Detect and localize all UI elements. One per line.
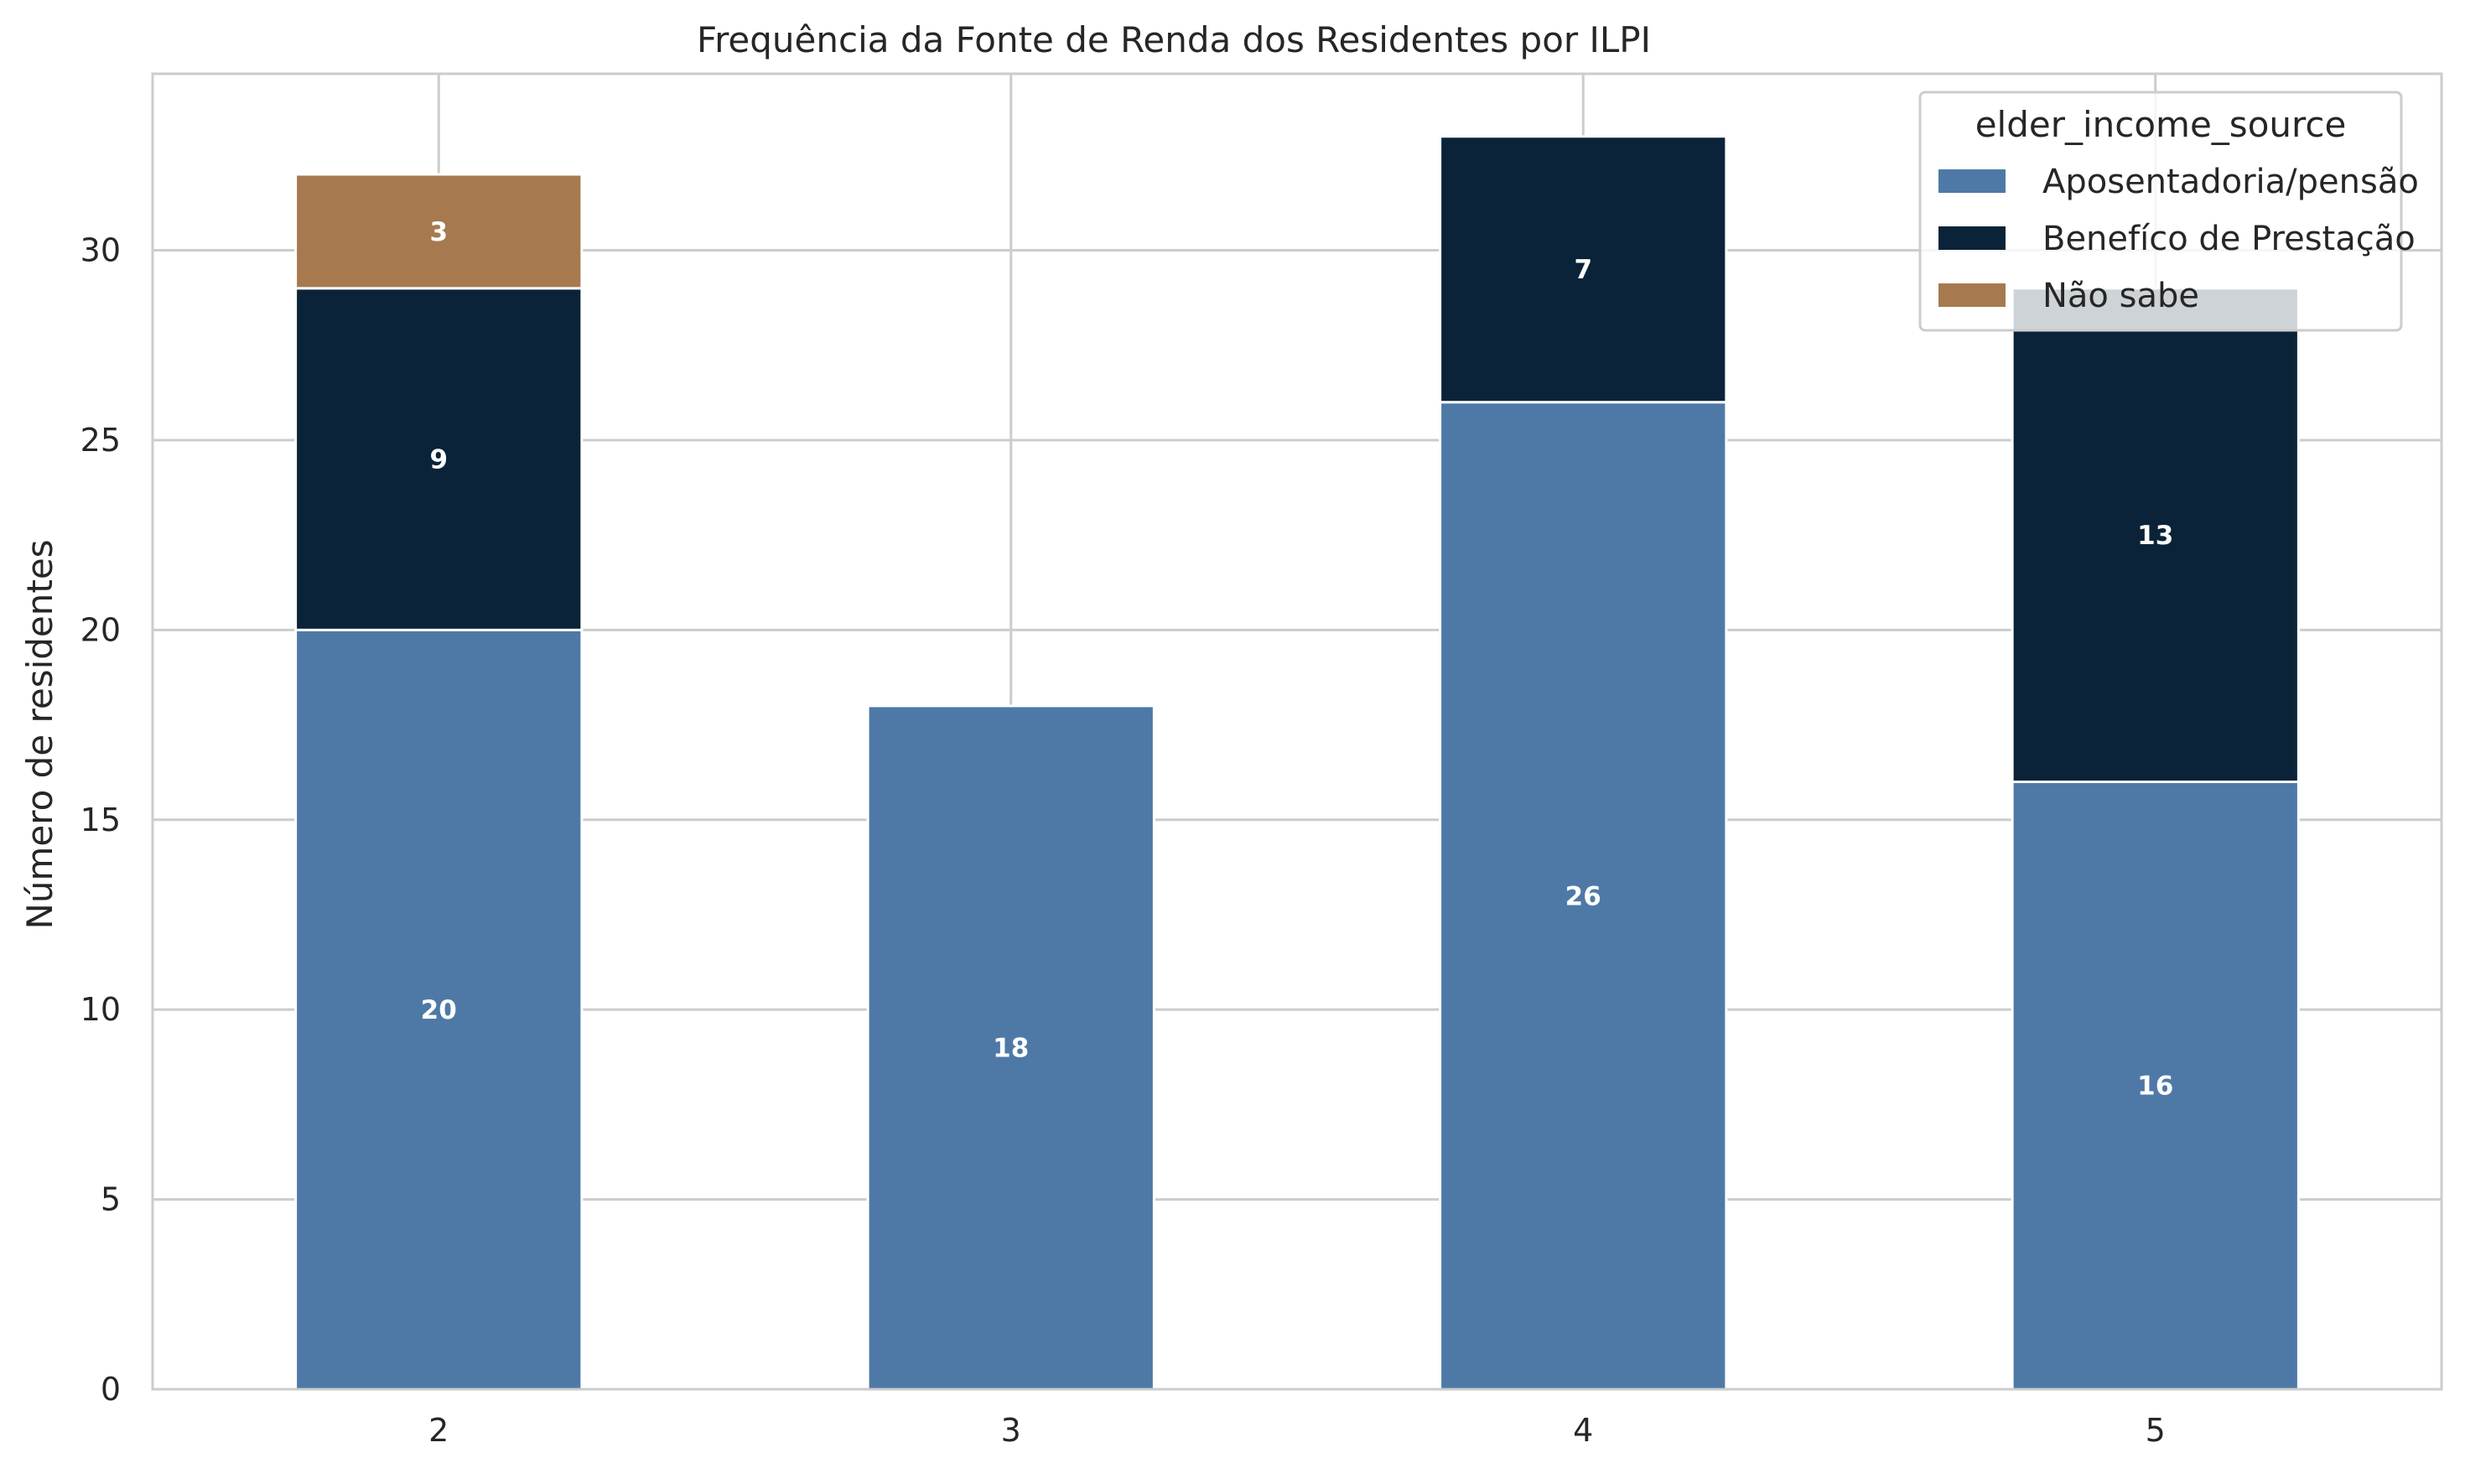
bar-segment bbox=[866, 704, 1155, 1391]
bars bbox=[294, 135, 2300, 1391]
legend-swatch bbox=[1938, 283, 2006, 307]
bar-segment bbox=[294, 287, 584, 631]
legend-entry-label: Não sabe bbox=[2042, 277, 2199, 315]
chart-title: Frequência da Fonte de Renda dos Residen… bbox=[697, 19, 1651, 60]
legend: elder_income_source Aposentadoria/pensão B… bbox=[1918, 91, 2419, 332]
plot-frame bbox=[151, 72, 2443, 1391]
y-axis-label: Número de residentes bbox=[19, 539, 60, 929]
y-tick-label: 20 bbox=[80, 611, 121, 648]
bar-value-label: 13 bbox=[2137, 521, 2173, 551]
legend-title: elder_income_source bbox=[1975, 104, 2347, 145]
bar-value-label: 26 bbox=[1565, 881, 1601, 911]
bar-segment bbox=[1439, 401, 1728, 1391]
y-tick-label: 0 bbox=[101, 1371, 121, 1408]
y-tick-label: 10 bbox=[80, 991, 121, 1028]
bar-value-label: 18 bbox=[993, 1033, 1029, 1063]
bar-segment bbox=[1439, 135, 1728, 404]
bar-segment bbox=[294, 173, 584, 290]
x-tick-label: 4 bbox=[1573, 1412, 1593, 1449]
bar-value-label: 16 bbox=[2137, 1071, 2173, 1102]
bar-segment bbox=[2011, 287, 2300, 783]
legend-swatch bbox=[1938, 169, 2006, 193]
bar-value-labels: 20 9 3 18 26 7 16 13 bbox=[421, 217, 2174, 1102]
bar-value-label: 9 bbox=[429, 445, 448, 475]
legend-swatch bbox=[1938, 226, 2006, 250]
x-tick-label: 2 bbox=[428, 1412, 449, 1449]
x-tick-label: 3 bbox=[1001, 1412, 1021, 1449]
bar-value-label: 3 bbox=[429, 217, 448, 247]
x-tick-label: 5 bbox=[2146, 1412, 2166, 1449]
y-tick-labels: 0 5 10 15 20 25 30 bbox=[80, 232, 121, 1408]
y-tick-label: 5 bbox=[101, 1181, 121, 1218]
legend-box bbox=[1918, 91, 2403, 332]
y-tick-label: 25 bbox=[80, 422, 121, 459]
bar-segment bbox=[2011, 780, 2300, 1391]
y-tick-label: 15 bbox=[80, 802, 121, 838]
legend-entry-label: Benefíco de Prestação bbox=[2042, 220, 2416, 258]
bar-value-label: 20 bbox=[421, 995, 457, 1025]
bar-value-label: 7 bbox=[1574, 255, 1592, 285]
x-tick-labels: 2 3 4 5 bbox=[428, 1412, 2166, 1449]
legend-entry-label: Aposentadoria/pensão bbox=[2042, 163, 2419, 201]
bar-segment bbox=[294, 628, 584, 1391]
y-tick-label: 30 bbox=[80, 232, 121, 269]
